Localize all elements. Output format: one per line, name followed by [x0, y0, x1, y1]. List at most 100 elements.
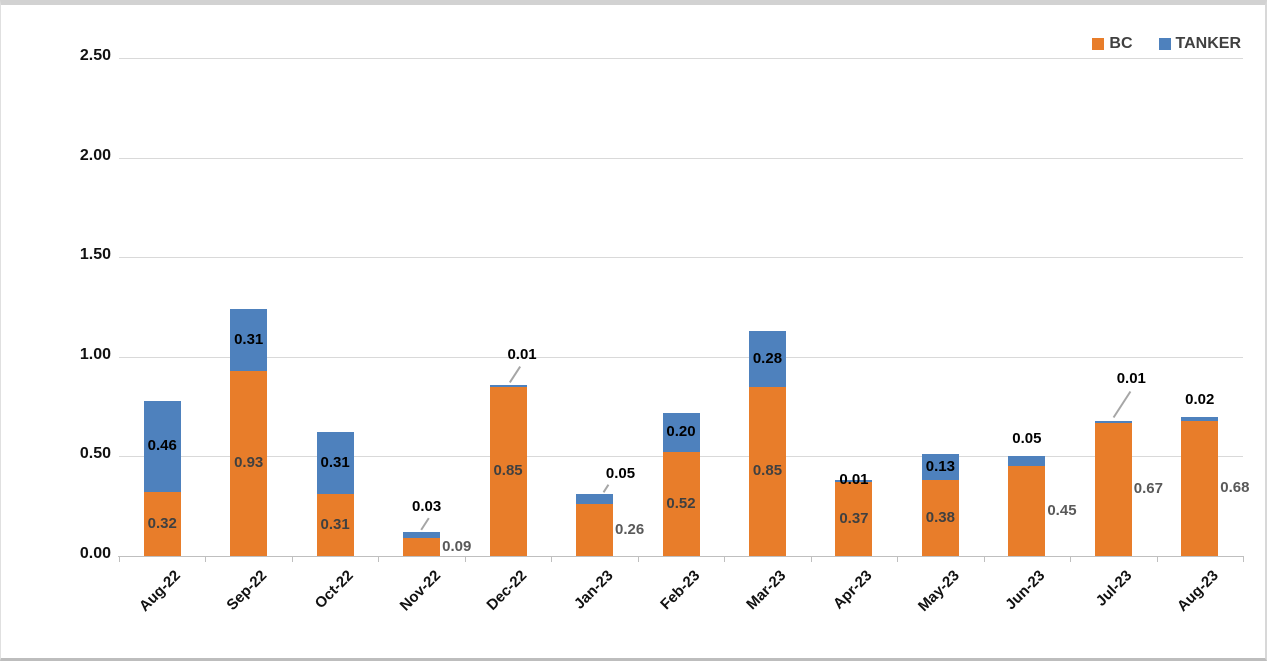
bar-segment-bc: [1008, 466, 1046, 556]
x-axis-category-label: Oct-22: [312, 567, 358, 613]
x-axis-category-label: Nov-22: [396, 567, 444, 615]
x-axis-category-label: Jun-23: [1002, 567, 1049, 614]
y-axis-label: 1.50: [79, 246, 111, 264]
bc-data-label: 0.09: [442, 538, 472, 556]
y-axis-label: 2.00: [79, 146, 111, 164]
bar-segment-tanker: [489, 384, 527, 387]
bar-segment-bc: [143, 492, 181, 556]
bc-data-label: 0.26: [615, 521, 645, 539]
bar-segment-bc: [316, 494, 354, 556]
tanker-series-label: TANKER: [1175, 35, 1241, 52]
gridline: [119, 157, 1243, 159]
tanker-data-label: 0.05: [1012, 430, 1042, 448]
bar-segment-tanker: [576, 494, 614, 505]
legend-item-tanker: TANKER: [1158, 35, 1241, 53]
bc-data-label: 0.52: [666, 495, 696, 513]
x-axis-tick: [1156, 557, 1158, 562]
x-axis-category-label: Mar-23: [743, 567, 790, 614]
x-axis-tick: [119, 557, 120, 562]
x-axis-line: [118, 556, 1244, 557]
gridline: [119, 356, 1243, 358]
bc-data-label: 0.45: [1047, 502, 1077, 520]
x-axis-category-label: Jul-23: [1092, 567, 1136, 610]
bar-segment-bc: [489, 386, 527, 556]
x-axis-tick: [378, 557, 380, 562]
x-axis-tick: [1243, 557, 1244, 562]
bar-segment-tanker: [662, 412, 700, 453]
tanker-data-label: 0.13: [925, 458, 955, 476]
x-axis-category-label: Apr-23: [830, 567, 876, 613]
bar-segment-bc: [576, 504, 614, 556]
y-axis-label: 0.50: [79, 445, 111, 463]
bar-segment-bc: [1094, 422, 1132, 556]
x-axis-tick: [551, 557, 553, 562]
bc-series-label: BC: [1109, 35, 1133, 52]
bar-segment-tanker: [230, 308, 268, 371]
x-axis-tick: [291, 557, 293, 562]
x-axis-category-label: Aug-23: [1173, 567, 1222, 615]
bar-segment-bc: [230, 370, 268, 556]
bc-data-label: 0.38: [925, 509, 955, 527]
bar-segment-tanker: [1181, 416, 1219, 421]
leader-line: [508, 365, 521, 383]
tanker-data-label: 0.20: [666, 423, 696, 441]
bar-segment-tanker: [143, 400, 181, 493]
bar-segment-tanker: [403, 532, 441, 539]
tanker-data-label: 0.31: [320, 454, 350, 472]
bar-segment-tanker: [921, 454, 959, 481]
y-axis-label: 1.00: [79, 345, 111, 363]
tanker-data-label: 0.46: [147, 437, 177, 455]
tanker-data-label: 0.31: [234, 330, 264, 348]
plot-area: 0.00 0.50 1.00 1.50 2.00 2.50 Aug-22 Sep-22 Oct-…: [1, 5, 1265, 658]
tanker-data-label: 0.02: [1185, 390, 1215, 408]
x-axis-category-label: Jan-23: [570, 567, 617, 613]
tanker-data-label: 0.05: [605, 465, 636, 483]
bc-data-label: 0.67: [1133, 480, 1163, 498]
leader-line: [419, 517, 430, 531]
x-axis-tick: [983, 557, 985, 562]
bc-data-label: 0.37: [839, 510, 869, 528]
leader-line: [1112, 390, 1131, 418]
x-axis-category-label: May-23: [914, 567, 963, 615]
tanker-data-label: 0.01: [1116, 369, 1146, 387]
x-axis-tick: [810, 557, 812, 562]
tanker-data-label: 0.01: [839, 471, 869, 489]
x-axis-category-label: Sep-22: [223, 567, 271, 614]
legend: BC TANKER: [1092, 35, 1241, 53]
bar-segment-tanker: [748, 330, 786, 387]
bc-series-swatch-icon: [1092, 38, 1105, 50]
bar-segment-tanker: [1094, 420, 1132, 423]
y-axis-label: 0.00: [79, 545, 111, 562]
bc-data-label: 0.31: [320, 516, 350, 534]
bc-data-label: 0.85: [493, 462, 523, 480]
bar-segment-bc: [403, 538, 441, 556]
y-axis-label: 2.50: [79, 47, 111, 64]
bar-segment-bc: [748, 386, 786, 556]
tanker-data-label: 0.28: [752, 349, 783, 367]
x-axis-tick: [897, 557, 899, 562]
bar-segment-bc: [662, 452, 700, 556]
bc-data-label: 0.32: [147, 515, 177, 533]
bar-segment-tanker: [835, 480, 873, 483]
x-axis-tick: [464, 557, 466, 562]
bar-segment-tanker: [1008, 456, 1046, 467]
bc-data-label: 0.93: [234, 454, 264, 472]
tanker-series-swatch-icon: [1158, 38, 1171, 50]
gridline: [119, 257, 1243, 259]
x-axis-category-label: Feb-23: [656, 567, 704, 614]
bc-data-label: 0.85: [752, 462, 783, 480]
x-axis-tick: [1070, 557, 1072, 562]
bar-segment-bc: [921, 480, 959, 556]
tanker-data-label: 0.03: [412, 498, 442, 516]
x-axis-tick: [637, 557, 639, 562]
x-axis-category-label: Aug-22: [136, 567, 185, 615]
gridline: [119, 58, 1243, 59]
tanker-data-label: 0.01: [507, 345, 537, 363]
bc-data-label: 0.68: [1220, 479, 1250, 497]
bar-segment-bc: [1181, 420, 1219, 556]
x-axis-tick: [724, 557, 726, 562]
leader-line: [602, 484, 610, 494]
x-axis-tick: [205, 557, 207, 562]
bar-segment-tanker: [316, 432, 354, 495]
